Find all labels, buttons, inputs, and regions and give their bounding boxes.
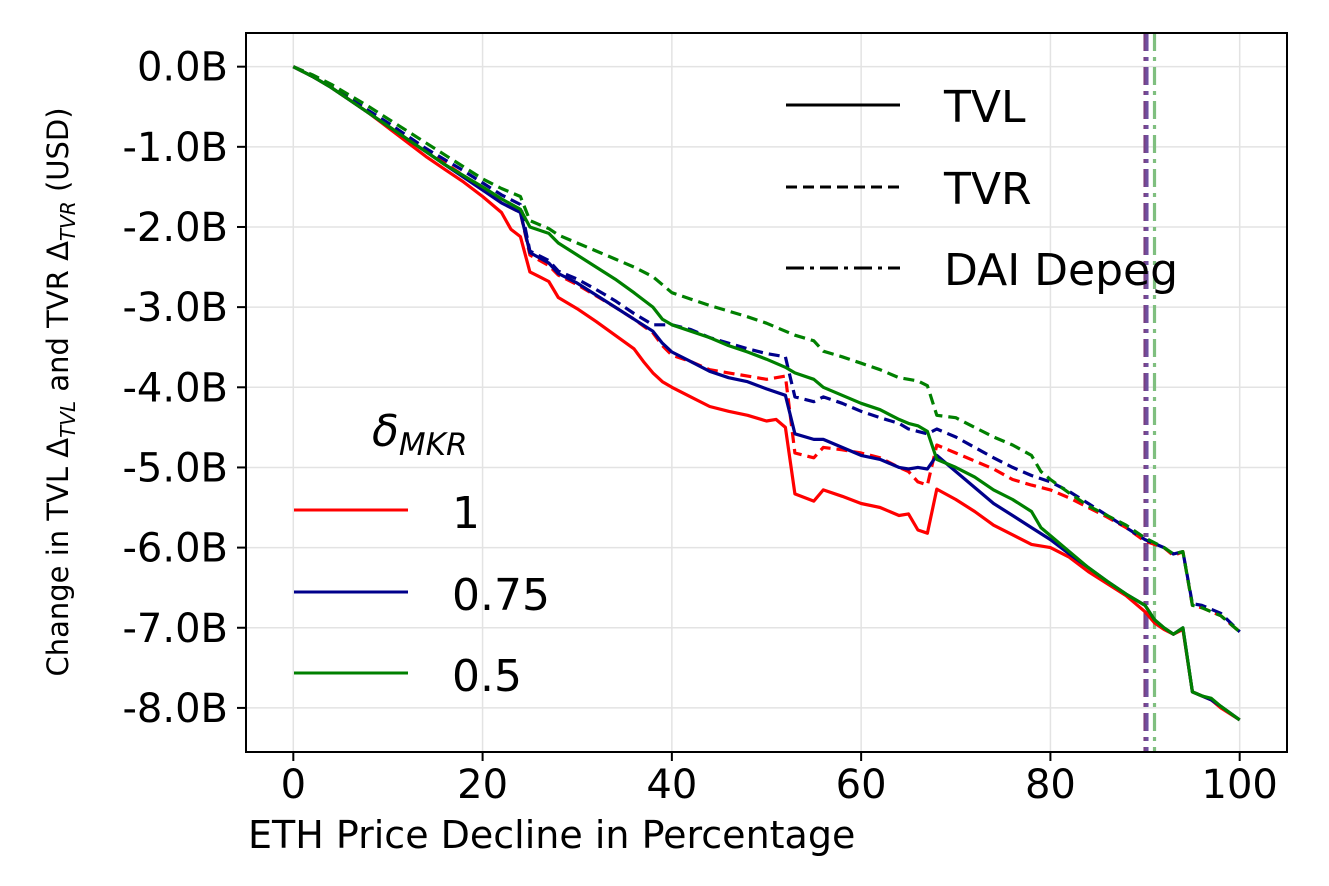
y-tick-label: -1.0B — [123, 125, 229, 171]
y-axis-label: Change in TVL ΔTVL and TVR ΔTVR (USD) — [41, 107, 80, 676]
legend-label-tvr: TVR — [943, 164, 1032, 215]
legend-label-delta-0.5: 0.5 — [452, 651, 522, 702]
series-legend: δMKR 1 0.75 0.5 — [294, 406, 550, 702]
y-tick-label: -7.0B — [123, 606, 229, 652]
legend-label-depeg: DAI Depeg — [944, 245, 1178, 296]
legend-label-delta-0.75: 0.75 — [452, 570, 550, 621]
y-tick-label: -3.0B — [123, 285, 229, 331]
plot-frame — [245, 32, 1288, 753]
legend-label-tvl: TVL — [943, 82, 1026, 133]
series-tvl-delta-0.5 — [292, 65, 1241, 722]
x-tick-label: 100 — [1202, 762, 1278, 808]
x-tick-label: 0 — [281, 762, 306, 808]
y-tick-label: 0.0B — [137, 45, 228, 91]
y-tick-label: -5.0B — [123, 445, 229, 491]
y-tick-label: -4.0B — [123, 365, 229, 411]
series-tvr-delta-0.5 — [292, 65, 1241, 634]
grid — [246, 33, 1287, 752]
x-axis-label: ETH Price Decline in Percentage — [248, 813, 855, 857]
y-tick-label: -2.0B — [123, 205, 229, 251]
y-tick-label: -8.0B — [123, 686, 229, 732]
y-tick-label: -6.0B — [123, 526, 229, 572]
depeg-lines — [1143, 33, 1157, 752]
series-tvr-delta-0.75 — [292, 65, 1241, 633]
x-tick-label: 20 — [457, 762, 508, 808]
x-tick-label: 80 — [1025, 762, 1076, 808]
series-lines — [292, 65, 1241, 722]
series-tvl-delta-1 — [292, 65, 1241, 722]
x-tick-label: 40 — [646, 762, 697, 808]
style-legend: TVL TVR DAI Depeg — [786, 82, 1178, 296]
x-axis-ticks: 0 20 40 60 80 100 — [281, 752, 1278, 808]
x-tick-label: 60 — [836, 762, 887, 808]
series-legend-title: δMKR — [372, 406, 468, 463]
y-axis-ticks: 0.0B -1.0B -2.0B -3.0B -4.0B -5.0B -6.0B -7.0B -… — [123, 45, 246, 732]
legend-label-delta-1: 1 — [452, 488, 480, 539]
plot-background — [246, 33, 1287, 752]
